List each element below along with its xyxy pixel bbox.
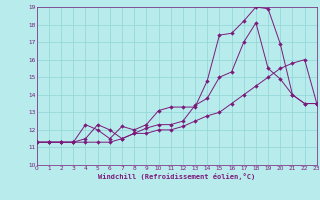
X-axis label: Windchill (Refroidissement éolien,°C): Windchill (Refroidissement éolien,°C): [98, 173, 255, 180]
